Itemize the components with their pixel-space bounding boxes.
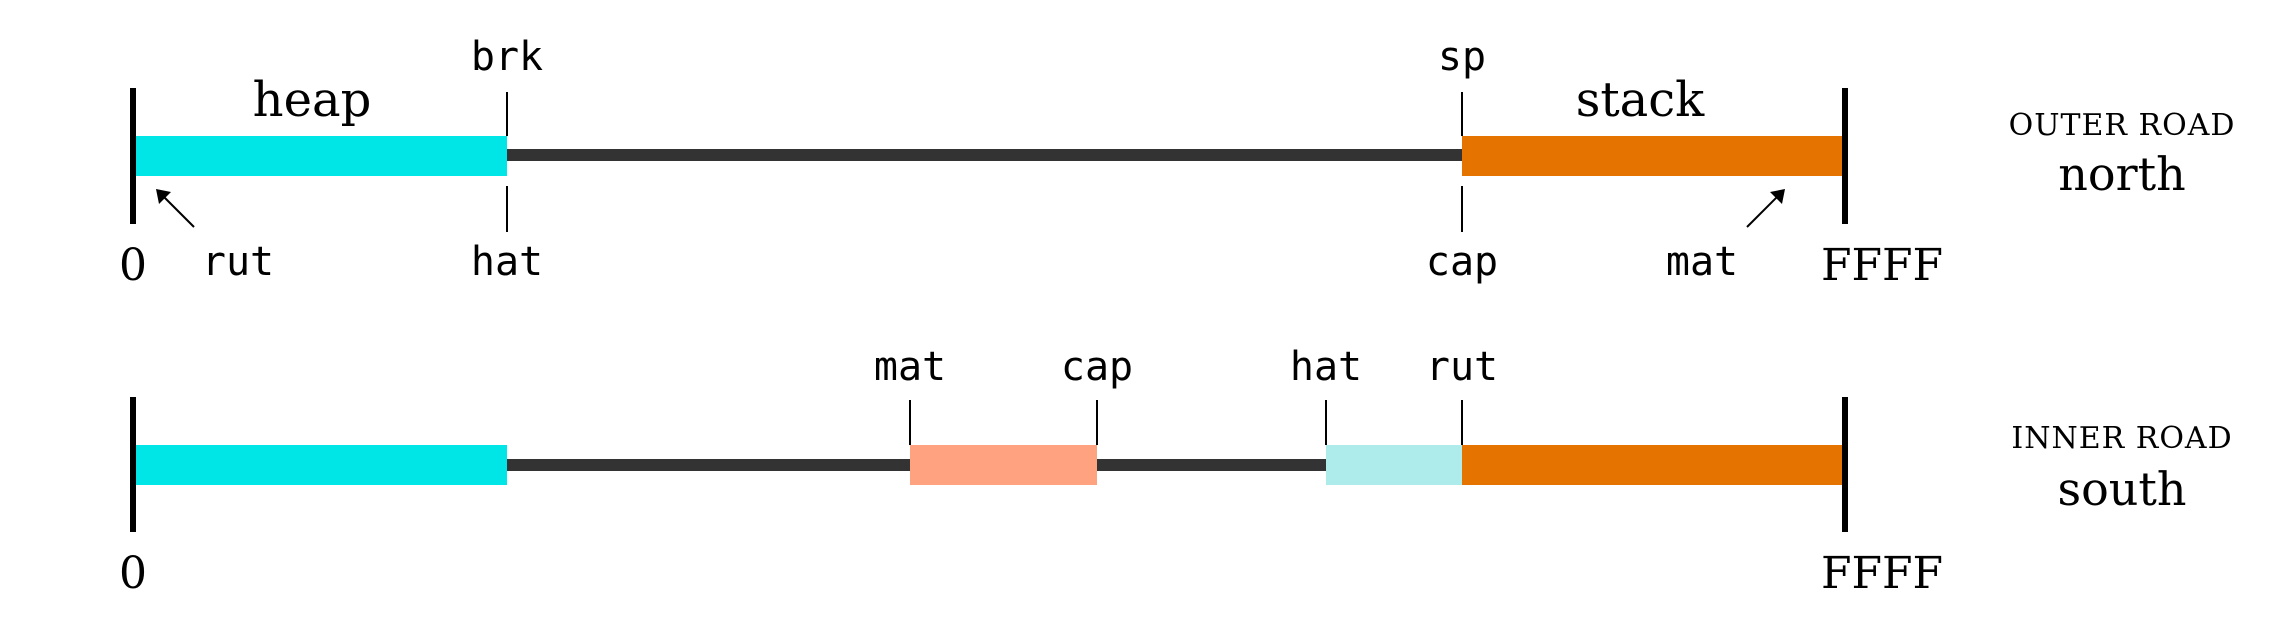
outer-road-caption: OUTER ROAD xyxy=(2009,108,2236,143)
outer-cap-label: cap xyxy=(1426,239,1498,285)
outer-road: heap stack brk sp rut hat cap mat 0 FFFF… xyxy=(119,34,2236,291)
inner-pale-cyan-bar xyxy=(1326,445,1462,485)
inner-cap-label: cap xyxy=(1061,344,1133,390)
outer-heap-bar xyxy=(133,136,507,176)
outer-stack-bar xyxy=(1462,136,1845,176)
outer-rut-arrow xyxy=(156,189,195,228)
inner-hat-label: hat xyxy=(1290,344,1362,390)
outer-mat-arrow-shaft xyxy=(1746,193,1781,228)
inner-road-caption: INNER ROAD xyxy=(2011,421,2232,456)
inner-mat-label: mat xyxy=(874,344,946,390)
outer-rut-arrow-head xyxy=(156,189,171,204)
inner-road: mat cap hat rut 0 FFFF INNER ROAD south xyxy=(119,344,2232,599)
inner-rut-label: rut xyxy=(1426,344,1498,390)
outer-hat-label: hat xyxy=(471,239,543,285)
outer-stack-label: stack xyxy=(1576,72,1705,128)
inner-start-address: 0 xyxy=(119,548,147,599)
inner-end-address: FFFF xyxy=(1821,548,1943,599)
inner-road-direction: south xyxy=(2057,462,2186,516)
outer-brk-label: brk xyxy=(471,34,543,80)
outer-rut-label: rut xyxy=(202,239,274,285)
outer-mat-arrow xyxy=(1746,189,1785,228)
outer-heap-label: heap xyxy=(253,72,372,128)
outer-sp-label: sp xyxy=(1438,34,1486,80)
outer-end-address: FFFF xyxy=(1821,240,1943,291)
outer-mat-label: mat xyxy=(1666,239,1738,285)
inner-stack-bar xyxy=(1462,445,1845,485)
outer-rut-arrow-shaft xyxy=(160,193,195,228)
inner-heap-bar xyxy=(133,445,507,485)
inner-salmon-bar xyxy=(910,445,1097,485)
outer-mat-arrow-head xyxy=(1770,189,1785,204)
outer-start-address: 0 xyxy=(119,240,147,291)
outer-road-direction: north xyxy=(2058,147,2185,201)
